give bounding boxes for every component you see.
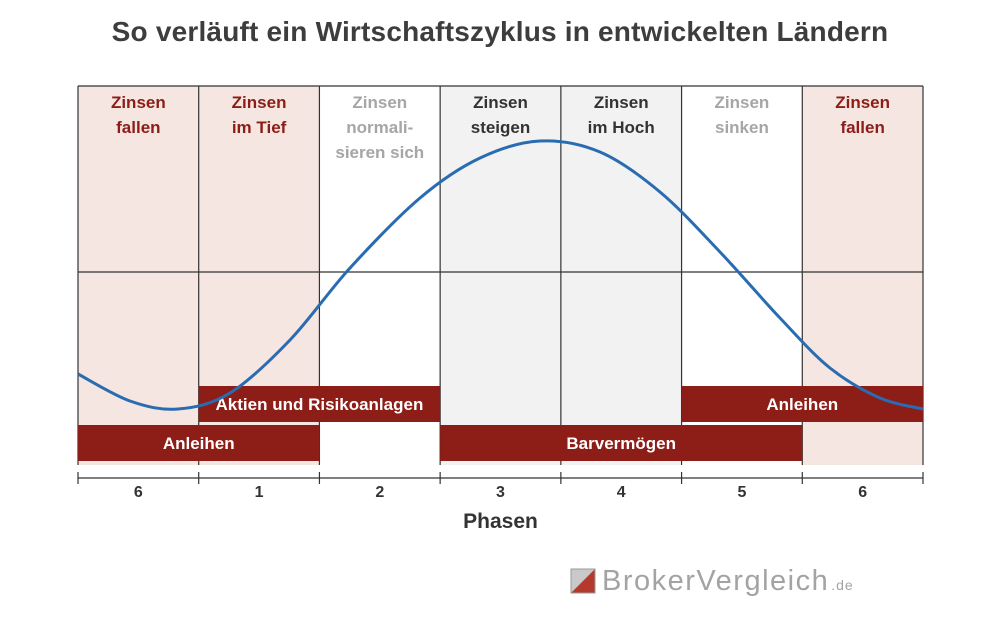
asset-bar: [681, 386, 923, 422]
page-title: So verläuft ein Wirtschaftszyklus in ent…: [111, 16, 889, 47]
business-cycle-curve: [77, 139, 924, 411]
phase-status-label: Zinsen im Hoch: [588, 93, 655, 137]
x-axis-label: Phasen: [463, 510, 538, 533]
phase-number: 4: [617, 484, 626, 501]
brand-mark-icon: [570, 568, 596, 594]
phase-status-label: Zinsen sinken: [715, 93, 770, 137]
phase-status-label: Zinsen fallen: [835, 93, 890, 137]
asset-bar: [198, 386, 441, 422]
asset-bar: [78, 425, 320, 461]
asset-bar: [440, 425, 803, 461]
brand-name: BrokerVergleich: [602, 564, 830, 597]
asset-bar-label: Anleihen: [163, 434, 235, 453]
asset-bar-label: Aktien und Risikoanlagen: [216, 395, 424, 414]
phase-status-label: Zinsen normali-sieren sich: [335, 93, 424, 162]
phase-background: [78, 86, 199, 465]
phase-number: 3: [496, 484, 505, 501]
phase-status-label: Zinsen im Tief: [232, 93, 287, 137]
phase-number: 2: [375, 484, 384, 501]
asset-bar-label: Anleihen: [766, 395, 838, 414]
phase-number: 5: [737, 484, 746, 501]
phase-status-label: Zinsen steigen: [471, 93, 531, 137]
phase-status-label: Zinsen fallen: [111, 93, 166, 137]
asset-bar-label: Barvermögen: [566, 434, 676, 453]
phase-background: [560, 86, 682, 465]
phase-number: 6: [134, 484, 143, 501]
brand-logo: BrokerVergleich .de: [570, 564, 854, 597]
phase-number: 6: [858, 484, 867, 501]
brand-tld: .de: [831, 577, 854, 593]
phase-background: [440, 86, 561, 465]
phase-number: 1: [255, 484, 264, 501]
